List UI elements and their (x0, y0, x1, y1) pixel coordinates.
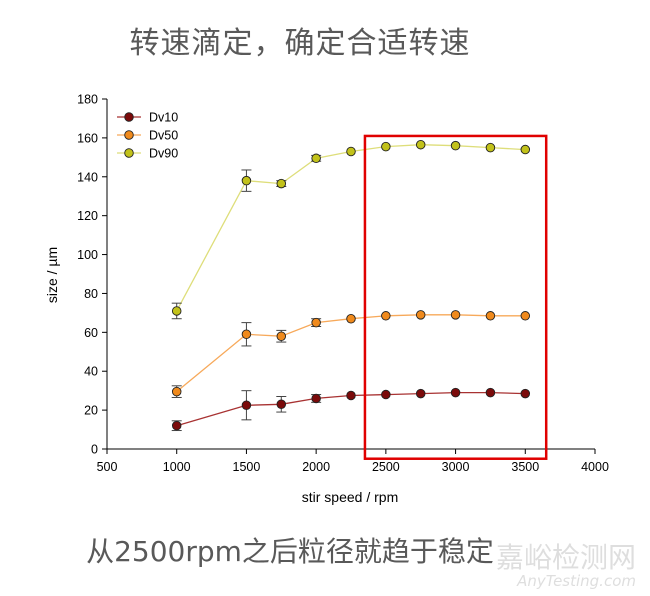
data-point (241, 329, 252, 340)
slide-title: 转速滴定，确定合适转速 (129, 26, 471, 61)
data-point (485, 142, 496, 153)
series-Dv50 (171, 310, 531, 398)
legend-marker (124, 130, 134, 140)
series-Dv90 (171, 139, 531, 320)
data-point (415, 388, 426, 399)
series-Dv10 (171, 387, 531, 432)
data-point (276, 399, 287, 410)
data-point (311, 153, 321, 164)
axes: 0 20 40 60 80 100 120 140 160 180 500 1000 1500 2000 2… (77, 93, 609, 475)
data-point (520, 144, 531, 155)
legend-marker (124, 112, 134, 122)
x-tick-label: 1500 (233, 460, 261, 474)
y-tick-label: 180 (77, 93, 98, 107)
data-point (346, 146, 356, 157)
highlight-layer (363, 134, 548, 460)
y-axis-label: size / µm (44, 247, 60, 303)
data-point (415, 310, 426, 320)
data-point (485, 387, 496, 398)
watermark-en-text: AnyTesting.com (517, 572, 636, 590)
y-tick-label: 80 (84, 287, 98, 301)
data-point (381, 311, 391, 321)
data-point (346, 390, 356, 401)
data-point (346, 313, 356, 324)
data-point (171, 306, 182, 316)
y-tick-label: 60 (84, 326, 98, 340)
data-point (311, 317, 321, 328)
legend-marker (124, 148, 134, 158)
data-point (171, 420, 182, 431)
data-point (241, 175, 252, 186)
x-tick-label: 4000 (581, 460, 609, 474)
data-point (415, 139, 426, 150)
data-point (381, 389, 391, 400)
watermark-cn-text: 嘉峪检测网 (495, 541, 636, 574)
y-tick-label: 20 (84, 404, 98, 418)
x-tick-label: 2000 (302, 460, 330, 474)
legend: Dv10 Dv50 Dv90 (117, 111, 178, 161)
x-axis-label: stir speed / rpm (302, 489, 398, 505)
data-point (241, 400, 252, 411)
x-tick-label: 3000 (442, 460, 470, 474)
series-line (176, 144, 526, 312)
series-line (176, 314, 526, 393)
data-point (276, 331, 287, 341)
highlight-box (363, 134, 548, 460)
y-tick-label: 40 (84, 365, 98, 379)
data-point (311, 393, 321, 404)
data-point (276, 178, 287, 189)
slide-caption: 从2500rpm之后粒径就趋于稳定 (86, 535, 494, 568)
x-tick-label: 2500 (372, 460, 400, 474)
data-point (171, 386, 182, 397)
data-point (485, 311, 496, 321)
x-tick-label: 1000 (163, 460, 191, 474)
y-tick-label: 160 (77, 131, 98, 145)
y-tick-label: 100 (77, 248, 98, 262)
legend-label: Dv10 (149, 111, 178, 125)
y-tick-label: 120 (77, 209, 98, 223)
x-tick-label: 500 (97, 460, 118, 474)
series-layer (171, 139, 531, 432)
data-point (381, 141, 391, 152)
x-tick-label: 3500 (511, 460, 539, 474)
watermark: 嘉峪检测网 AnyTesting.com (496, 536, 636, 590)
data-point (450, 387, 461, 398)
legend-label: Dv90 (149, 147, 178, 161)
data-point (450, 140, 461, 151)
y-tick-label: 140 (77, 170, 98, 184)
y-tick-label: 0 (91, 443, 98, 457)
series-line (176, 391, 526, 427)
legend-label: Dv50 (149, 129, 178, 143)
data-point (520, 388, 531, 399)
data-point (520, 311, 531, 321)
data-point (450, 310, 461, 320)
